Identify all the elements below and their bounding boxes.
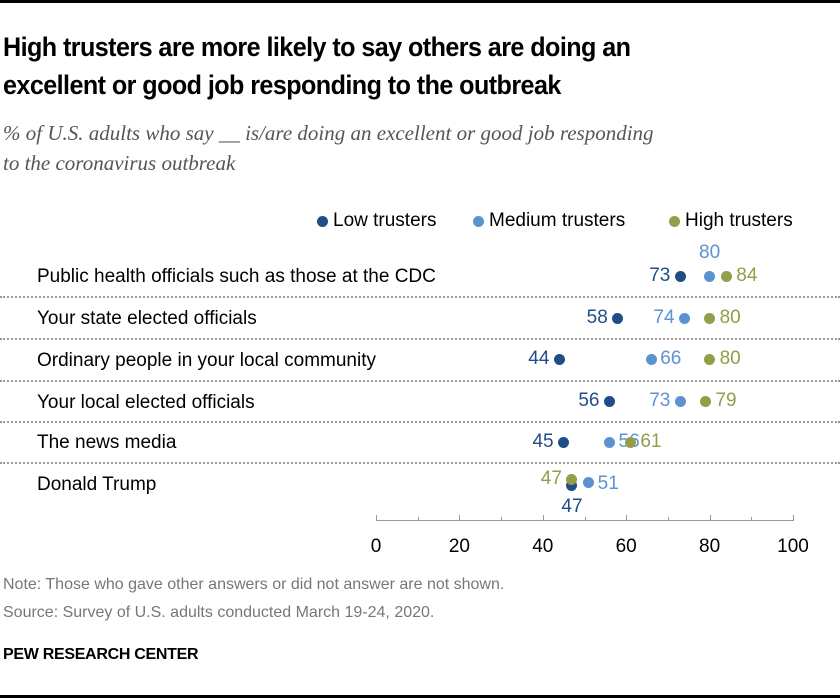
value-label-low: 58	[586, 307, 608, 328]
dot-high	[566, 473, 578, 485]
value-label-medium: 80	[699, 242, 721, 263]
value-label-low: 73	[649, 265, 671, 286]
x-tick-mark	[626, 515, 628, 521]
value-label-high: 80	[719, 307, 741, 328]
footnote: Note: Those who gave other answers or di…	[3, 576, 505, 593]
legend-swatch-high	[669, 215, 680, 227]
value-label-low: 44	[528, 348, 550, 369]
x-tick-mark	[376, 515, 377, 521]
row-label: The news media	[37, 432, 177, 453]
value-label-high: 79	[715, 390, 737, 411]
dot-medium	[604, 436, 616, 448]
x-tick-label: 20	[448, 536, 470, 557]
dot-high	[699, 395, 711, 407]
x-tick-mark	[751, 517, 753, 521]
dot-medium	[679, 312, 691, 324]
dot-low	[553, 353, 565, 365]
value-label-high: 61	[640, 431, 662, 452]
brand-logo-text: PEW RESEARCH CENTER	[3, 646, 199, 663]
dot-low	[612, 312, 624, 324]
value-label-low: 45	[532, 431, 554, 452]
row-label: Ordinary people in your local community	[37, 350, 376, 371]
legend-label-medium: Medium trusters	[489, 210, 626, 231]
legend-item-medium: Medium trusters	[473, 210, 625, 232]
legend-item-high: High trusters	[669, 210, 793, 232]
row-label: Your state elected officials	[37, 308, 257, 329]
row-label: Public health officials such as those at…	[37, 266, 436, 287]
x-tick-label: 60	[615, 536, 637, 557]
value-label-low: 47	[561, 496, 583, 517]
row-separator	[0, 338, 840, 340]
row-separator	[0, 462, 840, 464]
dot-medium	[674, 395, 686, 407]
legend: Low trusters Medium trusters High truste…	[0, 210, 840, 234]
dot-medium	[583, 476, 595, 488]
value-label-low: 56	[578, 390, 600, 411]
legend-swatch-medium	[473, 215, 484, 227]
row-label: Your local elected officials	[37, 392, 255, 413]
value-label-high: 84	[736, 265, 758, 286]
top-rule	[0, 0, 840, 3]
legend-label-high: High trusters	[685, 210, 793, 231]
dot-medium	[704, 270, 716, 282]
row-separator	[0, 380, 840, 382]
chart-title: High trusters are more likely to say oth…	[3, 28, 780, 104]
source-note: Source: Survey of U.S. adults conducted …	[3, 604, 435, 621]
legend-swatch-low	[317, 215, 328, 227]
bottom-rule	[0, 695, 840, 698]
x-tick-mark	[501, 517, 503, 521]
dot-high	[720, 270, 732, 282]
row-separator	[0, 421, 840, 423]
value-label-medium: 73	[649, 390, 671, 411]
chart-subtitle-line-1: % of U.S. adults who say __ is/are doing…	[3, 121, 654, 145]
dot-high	[624, 436, 636, 448]
x-tick-label: 40	[532, 536, 554, 557]
chart-subtitle-line-2: to the coronavirus outbreak	[3, 151, 236, 175]
x-tick-mark	[793, 515, 794, 521]
x-tick-mark	[542, 515, 544, 521]
dot-low	[604, 395, 616, 407]
dot-medium	[645, 353, 657, 365]
value-label-high: 47	[540, 468, 562, 489]
value-label-medium: 51	[597, 473, 619, 494]
x-tick-mark	[417, 517, 419, 521]
legend-label-low: Low trusters	[333, 210, 437, 231]
x-tick-mark	[459, 515, 461, 521]
chart-title-line-2: excellent or good job responding to the …	[3, 70, 561, 100]
x-tick-label: 80	[699, 536, 721, 557]
row-label: Donald Trump	[37, 474, 157, 495]
x-tick-label: 0	[370, 536, 382, 557]
dot-high	[704, 353, 716, 365]
dot-low	[558, 436, 570, 448]
value-label-high: 80	[719, 348, 741, 369]
x-tick-mark	[709, 515, 711, 521]
chart-subtitle: % of U.S. adults who say __ is/are doing…	[3, 118, 654, 178]
dot-low	[674, 270, 686, 282]
chart-title-line-1: High trusters are more likely to say oth…	[3, 32, 631, 62]
value-label-medium: 66	[660, 348, 682, 369]
dot-high	[704, 312, 716, 324]
legend-item-low: Low trusters	[317, 210, 436, 232]
value-label-medium: 74	[653, 307, 675, 328]
row-separator	[0, 296, 840, 298]
x-tick-mark	[584, 517, 586, 521]
x-tick-label: 100	[777, 536, 809, 557]
dot-low	[566, 479, 578, 491]
x-tick-mark	[667, 517, 669, 521]
